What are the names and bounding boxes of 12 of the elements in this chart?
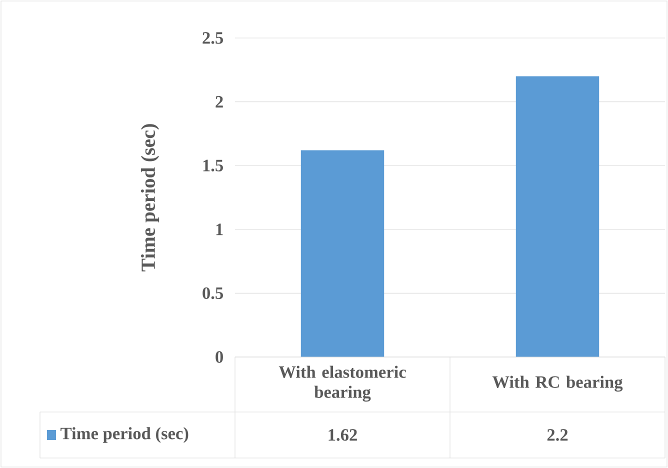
y-tick-label: 1 xyxy=(216,224,223,236)
data-label: 2.2 xyxy=(547,429,568,441)
data-label: 1.62 xyxy=(328,429,357,441)
y-axis-title: Time period (sec) xyxy=(140,124,160,272)
legend-label: Time period (sec) xyxy=(60,427,188,443)
y-tick-label: 2 xyxy=(216,96,223,108)
x-tick-label: With elastomeric bearing xyxy=(278,366,406,402)
x-tick-label: With RC bearing xyxy=(492,376,623,392)
y-tick-label: 1.5 xyxy=(203,160,223,172)
y-tick-label: 0.5 xyxy=(202,287,223,300)
y-tick-label: 0 xyxy=(216,351,223,363)
y-tick-label: 2.5 xyxy=(202,32,223,44)
